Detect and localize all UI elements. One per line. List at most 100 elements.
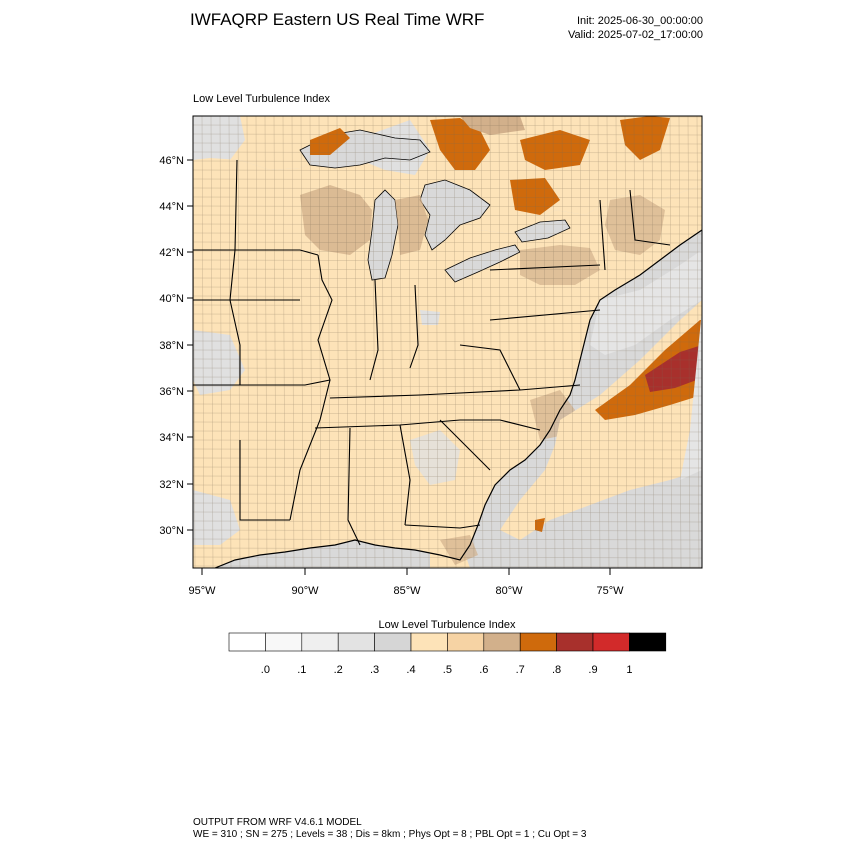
colorbar-box-3: [337, 632, 375, 652]
boundary-iowa-north: [193, 249, 319, 256]
quebec-south-orange-patch: [510, 178, 560, 215]
colorbar-label-7: .7: [516, 664, 525, 676]
lat-label-40: 40°N: [159, 293, 184, 305]
boundary-florida-north: [404, 524, 481, 529]
lat-tick-44: 44°N: [159, 201, 193, 213]
boundary-alabama-georgia: [399, 424, 411, 526]
boundary-oklahoma-north: [193, 379, 331, 386]
colorbar-box-2: [301, 632, 339, 652]
map-plot-area: [193, 116, 702, 568]
georgia-gray-patch: [410, 430, 460, 485]
valid-time: Valid: 2025-07-02_17:00:00: [568, 29, 703, 41]
colorbar-box-8: [519, 632, 557, 652]
lake-ontario: [514, 219, 571, 243]
colorbar-label-9: .9: [588, 664, 597, 676]
ohio-gray-patch: [420, 310, 440, 325]
michigan-high-area: [395, 195, 428, 255]
colorbar-label-0: .0: [261, 664, 270, 676]
footer: OUTPUT FROM WRF V4.6.1 MODEL WE = 310 ; …: [193, 817, 586, 841]
colorbar-label-10: 1: [626, 664, 632, 676]
lon-label-90: 90°W: [291, 585, 319, 597]
wisconsin-high-area: [300, 185, 372, 255]
lat-tick-38: 38°N: [159, 340, 193, 352]
init-time: Init: 2025-06-30_00:00:00: [577, 15, 703, 27]
main-title: IWFAQRP Eastern US Real Time WRF: [190, 10, 485, 29]
lat-label-32: 32°N: [159, 479, 184, 491]
map-frame: [192, 115, 703, 569]
colorbar-box-11: [629, 632, 667, 652]
lat-label-30: 30°N: [159, 525, 184, 537]
footer-line-1: OUTPUT FROM WRF V4.6.1 MODEL: [193, 817, 362, 828]
boundary-mississippi-river: [289, 254, 333, 521]
boundary-louisiana: [239, 440, 290, 521]
colorbar-box-6: [447, 632, 485, 652]
colorbar-label-3: .3: [370, 664, 379, 676]
quebec-orange-patch: [520, 130, 590, 170]
colorbar: Low Level Turbulence Index .0 .1 .2 .3 .4 .5.…: [228, 619, 667, 676]
lon-tick-85: 85°W: [393, 568, 421, 597]
colorbar-label-4: .4: [406, 664, 415, 676]
colorbar-title: Low Level Turbulence Index: [379, 619, 516, 631]
southeast-orange-speck: [535, 518, 545, 532]
lake-michigan: [367, 189, 399, 281]
lat-label-46: 46°N: [159, 155, 184, 167]
colorbar-box-7: [483, 632, 521, 652]
colorbar-box-1: [265, 632, 303, 652]
longitude-axis: 95°W 90°W 85°W 80°W 75°W: [188, 568, 624, 597]
west-gray-patch: [193, 330, 245, 395]
northwest-gray-patch: [193, 116, 245, 162]
colorbar-labels: .0 .1 .2 .3 .4 .5 .6 .7 .8 .9 1: [261, 664, 633, 676]
coastline: [214, 229, 702, 568]
boundary-illinois-indiana: [369, 279, 379, 381]
colorbar-box-0: [228, 632, 266, 652]
boundary-new-england: [629, 189, 671, 246]
lon-label-75: 75°W: [596, 585, 624, 597]
colorbar-label-8: .8: [552, 664, 561, 676]
far-east-gray: [680, 310, 702, 480]
lat-tick-42: 42°N: [159, 247, 193, 259]
colorbar-label-6: .6: [479, 664, 488, 676]
lon-label-85: 85°W: [393, 585, 421, 597]
lat-tick-32: 32°N: [159, 479, 193, 491]
atlantic-gray-north: [590, 250, 702, 355]
boundary-new-york-pennsylvania: [489, 264, 601, 271]
southwest-gray-patch: [193, 490, 240, 545]
lat-label-44: 44°N: [159, 201, 184, 213]
colorbar-boxes: [228, 632, 667, 652]
lat-tick-46: 46°N: [159, 155, 193, 167]
panel-title: Low Level Turbulence Index: [193, 93, 330, 105]
lon-tick-75: 75°W: [596, 568, 624, 597]
lat-tick-30: 30°N: [159, 525, 193, 537]
boundary-mississippi-alabama: [347, 427, 361, 546]
lon-tick-90: 90°W: [291, 568, 319, 597]
lat-label-34: 34°N: [159, 432, 184, 444]
colorbar-label-1: .1: [297, 664, 306, 676]
boundary-tennessee-north: [329, 384, 581, 399]
boundary-new-york-vermont: [599, 199, 606, 271]
colorbar-box-5: [410, 632, 448, 652]
lat-tick-40: 40°N: [159, 293, 193, 305]
boundary-georgia-south-carolina: [439, 419, 491, 471]
state-boundaries: [193, 159, 671, 546]
lat-tick-34: 34°N: [159, 432, 193, 444]
lat-label-38: 38°N: [159, 340, 184, 352]
lon-tick-80: 80°W: [495, 568, 523, 597]
lat-tick-36: 36°N: [159, 386, 193, 398]
lat-label-42: 42°N: [159, 247, 184, 259]
northeast-orange-patch: [620, 116, 670, 160]
colorbar-label-5: .5: [443, 664, 452, 676]
colorbar-box-10: [592, 632, 630, 652]
boundary-indiana-ohio: [409, 284, 419, 369]
run-info: Init: 2025-06-30_00:00:00 Valid: 2025-07…: [568, 14, 703, 42]
colorbar-label-2: .2: [334, 664, 343, 676]
boundary-mason-dixon: [489, 309, 601, 321]
footer-line-2: WE = 310 ; SN = 275 ; Levels = 38 ; Dis …: [193, 829, 587, 840]
colorbar-box-9: [556, 632, 594, 652]
latitude-axis: 46°N 44°N 42°N 40°N 38°N 36°N 34°N 32°N …: [159, 155, 193, 537]
lat-label-36: 36°N: [159, 386, 184, 398]
atlantic-plume-orange: [595, 320, 702, 420]
colorbar-box-4: [374, 632, 412, 652]
minnesota-orange-patch: [310, 128, 350, 155]
lon-label-95: 95°W: [188, 585, 216, 597]
